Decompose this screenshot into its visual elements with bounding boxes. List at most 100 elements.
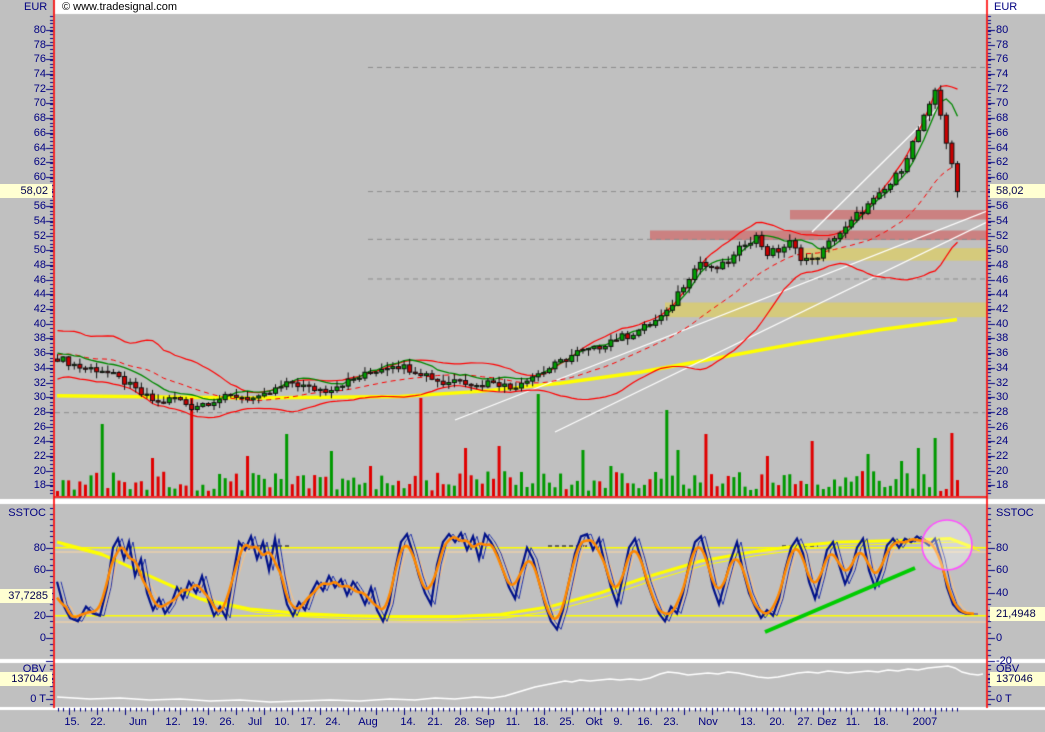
obv-zero-label-right: 0 T <box>996 693 1012 705</box>
price-tick-label-right: 52 <box>996 229 1009 242</box>
price-tick-label-right: 20 <box>996 464 1009 477</box>
date-label: Jun <box>129 716 147 728</box>
price-tick-label-right: 32 <box>996 376 1009 389</box>
price-tick-label-left: 78 <box>33 38 46 51</box>
price-tick-label-right: 24 <box>996 435 1009 448</box>
obv-value-box-left: 137046 <box>0 672 52 686</box>
price-tick-label-left: 46 <box>33 273 46 286</box>
price-tick-label-right: 30 <box>996 391 1009 404</box>
price-tick-label-left: 66 <box>33 126 46 139</box>
date-label: 19. <box>192 716 208 728</box>
date-label: Dez <box>817 716 837 728</box>
sstoc-tick-label-left: 20 <box>33 609 46 622</box>
price-tick-label-left: 50 <box>33 244 46 257</box>
price-tick-label-right: 80 <box>996 24 1009 36</box>
price-tick-label-right: 64 <box>996 141 1009 154</box>
price-tick-label-left: 72 <box>33 82 46 95</box>
date-label: 20. <box>769 716 785 728</box>
date-label: 11. <box>505 716 521 728</box>
price-tick-label-right: 36 <box>996 347 1009 360</box>
date-label: 23. <box>663 716 679 728</box>
date-label: 21. <box>427 716 443 728</box>
date-label: Aug <box>358 716 378 728</box>
price-tick-label-left: 48 <box>33 259 46 272</box>
price-tick-label-left: 28 <box>33 405 46 418</box>
price-tick-label-right: 60 <box>996 170 1009 183</box>
price-axis-unit-left: EUR <box>24 1 48 13</box>
price-tick-label-right: 72 <box>996 82 1009 95</box>
price-tick-label-left: 54 <box>33 214 46 227</box>
date-label: 17. <box>300 716 316 728</box>
price-tick-label-left: 60 <box>33 170 46 183</box>
price-tick-label-right: 66 <box>996 126 1009 139</box>
price-tick-label-right: 38 <box>996 332 1009 345</box>
date-label: 11. <box>845 716 861 728</box>
price-tick-label-left: 80 <box>33 24 46 36</box>
price-tick-label-left: 64 <box>33 141 46 154</box>
price-tick-label-right: 18 <box>996 479 1009 492</box>
date-label: 2007 <box>912 716 938 728</box>
price-tick-label-left: 68 <box>33 112 46 125</box>
sstoc-tick-label-right: -20 <box>996 655 1012 668</box>
date-label: 10. <box>274 716 290 728</box>
sstoc-value-box-right: 21,4948 <box>990 607 1045 621</box>
price-tick-label-right: 68 <box>996 112 1009 125</box>
price-tick-label-right: 62 <box>996 156 1009 169</box>
date-label: Okt <box>585 716 603 728</box>
date-label: 18. <box>873 716 889 728</box>
price-tick-label-right: 22 <box>996 450 1009 462</box>
date-label: 26. <box>219 716 235 728</box>
price-tick-label-left: 56 <box>33 200 46 213</box>
date-label: 27. <box>797 716 813 728</box>
price-tick-label-right: 70 <box>996 97 1009 110</box>
price-tick-label-left: 36 <box>33 347 46 360</box>
price-tick-label-left: 32 <box>33 376 46 389</box>
price-tick-label-right: 78 <box>996 38 1009 51</box>
obv-title-left: OBV <box>22 663 46 675</box>
price-tick-label-right: 48 <box>996 259 1009 272</box>
obv-title-right: OBV <box>996 663 1020 675</box>
price-tick-label-right: 76 <box>996 53 1009 66</box>
date-label: 28. <box>454 716 470 728</box>
price-tick-label-left: 74 <box>33 68 46 81</box>
sstoc-tick-label-left: 0 <box>39 632 46 645</box>
date-label: 18. <box>533 716 549 728</box>
copyright-notice: © www.tradesignal.com <box>62 1 178 13</box>
obv-value-box-right: 137046 <box>990 672 1045 686</box>
date-label: 22. <box>90 716 106 728</box>
date-label: Sep <box>475 716 495 728</box>
price-tick-label-left: 18 <box>33 479 46 492</box>
price-tick-label-left: 52 <box>33 229 46 242</box>
price-tick-label-right: 26 <box>996 420 1009 433</box>
date-label: 25. <box>559 716 575 728</box>
price-tick-label-right: 28 <box>996 405 1009 418</box>
date-label: 16. <box>637 716 653 728</box>
price-tick-label-left: 26 <box>33 420 46 433</box>
sstoc-tick-label-right: 0 <box>996 632 1003 645</box>
obv-zero-label-left: 0 T <box>30 693 46 705</box>
date-label: Jul <box>247 716 263 728</box>
price-tick-label-left: 62 <box>33 156 46 169</box>
date-label: 15. <box>64 716 80 728</box>
price-tick-label-left: 44 <box>33 288 46 301</box>
price-axis-unit-right: EUR <box>994 1 1018 13</box>
sstoc-tick-label-left: 60 <box>33 564 46 577</box>
price-tick-label-right: 40 <box>996 317 1009 330</box>
price-tick-label-right: 50 <box>996 244 1009 257</box>
sstoc-tick-label-right: 80 <box>996 541 1009 554</box>
sstoc-value-box-left: 37,7285 <box>0 589 52 603</box>
sstoc-title-left: SSTOC <box>8 507 46 519</box>
sstoc-tick-label-right: 60 <box>996 564 1009 577</box>
date-label: 13. <box>740 716 756 728</box>
price-tick-label-right: 74 <box>996 68 1009 81</box>
price-tick-label-right: 42 <box>996 303 1009 316</box>
last-price-box-left: 58,02 <box>0 184 52 198</box>
price-tick-label-right: 44 <box>996 288 1009 301</box>
price-tick-label-left: 38 <box>33 332 46 345</box>
date-label: 24. <box>325 716 341 728</box>
price-tick-label-left: 70 <box>33 97 46 110</box>
date-label: 9. <box>613 716 623 728</box>
sstoc-tick-label-left: 80 <box>33 541 46 554</box>
